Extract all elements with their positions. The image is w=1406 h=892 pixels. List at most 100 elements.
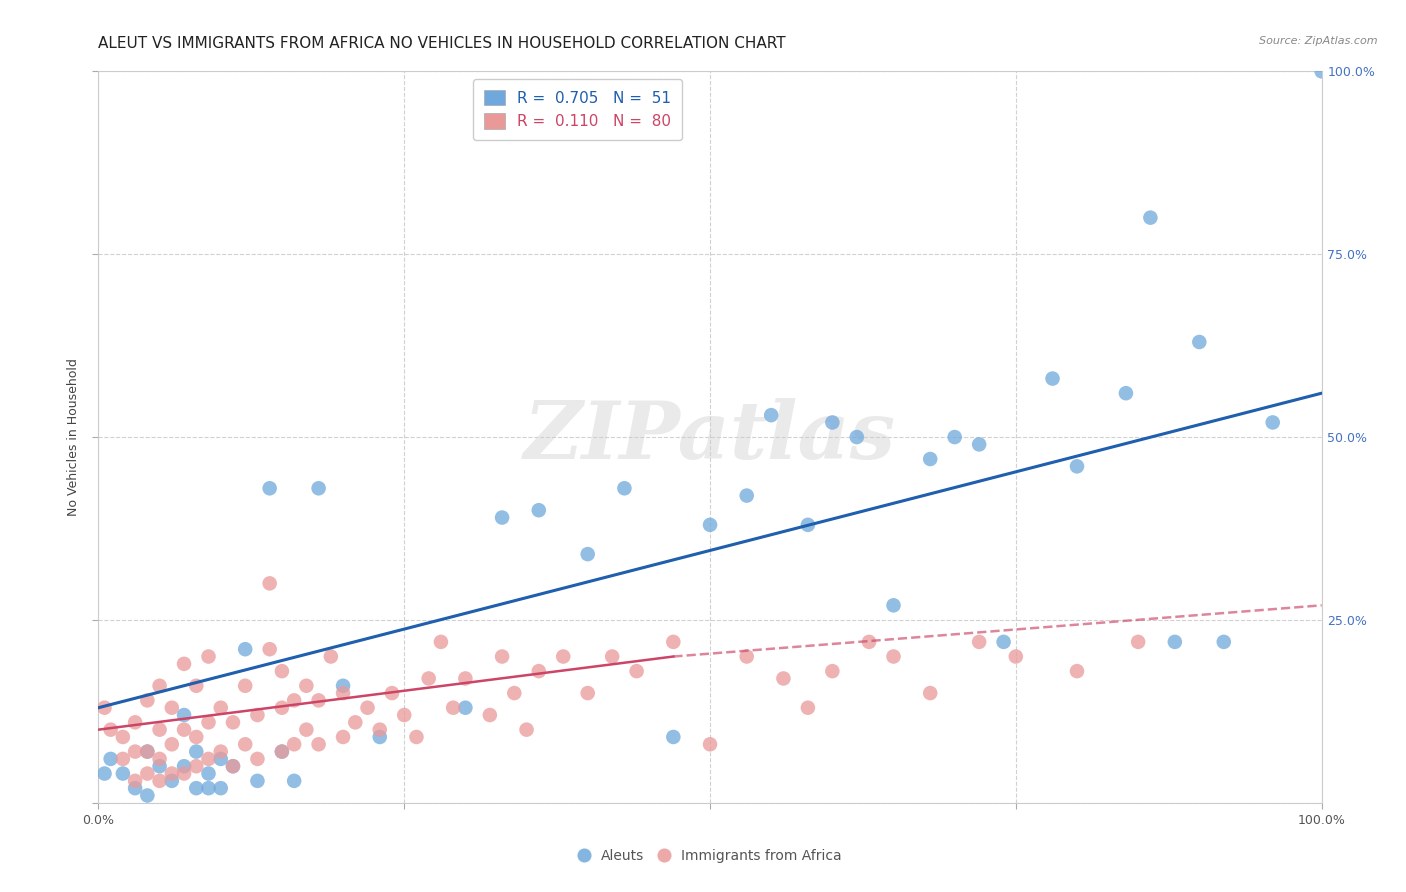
Point bbox=[332, 686, 354, 700]
Point bbox=[209, 700, 232, 714]
Point bbox=[1042, 371, 1064, 385]
Point bbox=[308, 737, 330, 751]
Point bbox=[454, 672, 477, 686]
Point bbox=[93, 700, 115, 714]
Point bbox=[344, 715, 367, 730]
Point bbox=[418, 672, 440, 686]
Point bbox=[1188, 334, 1211, 349]
Text: Source: ZipAtlas.com: Source: ZipAtlas.com bbox=[1260, 36, 1378, 45]
Point bbox=[111, 730, 134, 744]
Point bbox=[270, 745, 294, 759]
Point bbox=[920, 686, 942, 700]
Point bbox=[173, 708, 195, 723]
Point bbox=[1310, 64, 1333, 78]
Point bbox=[381, 686, 404, 700]
Point bbox=[270, 745, 294, 759]
Point bbox=[503, 686, 526, 700]
Point bbox=[797, 517, 820, 532]
Point bbox=[1066, 459, 1088, 474]
Point bbox=[93, 766, 115, 780]
Point bbox=[943, 430, 966, 444]
Point bbox=[160, 737, 183, 751]
Point bbox=[136, 745, 159, 759]
Point bbox=[613, 481, 636, 495]
Point bbox=[149, 723, 172, 737]
Point bbox=[160, 773, 183, 788]
Point bbox=[233, 737, 256, 751]
Point bbox=[197, 649, 219, 664]
Point bbox=[491, 649, 513, 664]
Point bbox=[993, 635, 1015, 649]
Point bbox=[270, 700, 294, 714]
Point bbox=[821, 664, 844, 678]
Point bbox=[270, 664, 294, 678]
Point bbox=[308, 693, 330, 707]
Point bbox=[1004, 649, 1026, 664]
Point bbox=[821, 416, 844, 430]
Point bbox=[283, 737, 305, 751]
Point bbox=[111, 766, 134, 780]
Point bbox=[209, 745, 232, 759]
Point bbox=[576, 547, 599, 561]
Text: ZIPatlas: ZIPatlas bbox=[524, 399, 896, 475]
Point bbox=[149, 773, 172, 788]
Point bbox=[576, 686, 599, 700]
Point bbox=[662, 635, 685, 649]
Point bbox=[136, 745, 159, 759]
Point bbox=[405, 730, 427, 744]
Point bbox=[1212, 635, 1234, 649]
Point bbox=[222, 759, 245, 773]
Point bbox=[111, 752, 134, 766]
Point bbox=[295, 723, 318, 737]
Point bbox=[283, 693, 305, 707]
Point bbox=[160, 766, 183, 780]
Point bbox=[761, 408, 783, 422]
Y-axis label: No Vehicles in Household: No Vehicles in Household bbox=[66, 359, 80, 516]
Point bbox=[124, 773, 146, 788]
Point bbox=[197, 752, 219, 766]
Point bbox=[920, 452, 942, 467]
Point bbox=[392, 708, 416, 723]
Point bbox=[209, 752, 232, 766]
Point bbox=[100, 723, 122, 737]
Point bbox=[124, 715, 146, 730]
Point bbox=[149, 759, 172, 773]
Point bbox=[222, 759, 245, 773]
Point bbox=[259, 642, 281, 657]
Point bbox=[845, 430, 868, 444]
Point bbox=[173, 766, 195, 780]
Point bbox=[1164, 635, 1187, 649]
Point bbox=[699, 517, 721, 532]
Point bbox=[136, 766, 159, 780]
Point bbox=[124, 781, 146, 796]
Point bbox=[160, 700, 183, 714]
Point bbox=[173, 657, 195, 671]
Point bbox=[259, 576, 281, 591]
Point bbox=[430, 635, 453, 649]
Point bbox=[197, 766, 219, 780]
Point bbox=[197, 715, 219, 730]
Point bbox=[797, 700, 820, 714]
Point bbox=[332, 679, 354, 693]
Point bbox=[308, 481, 330, 495]
Text: ALEUT VS IMMIGRANTS FROM AFRICA NO VEHICLES IN HOUSEHOLD CORRELATION CHART: ALEUT VS IMMIGRANTS FROM AFRICA NO VEHIC… bbox=[98, 36, 786, 51]
Point bbox=[186, 679, 208, 693]
Point bbox=[319, 649, 342, 664]
Point bbox=[454, 700, 477, 714]
Point bbox=[149, 679, 172, 693]
Point bbox=[246, 752, 269, 766]
Point bbox=[553, 649, 575, 664]
Point bbox=[186, 781, 208, 796]
Point bbox=[1139, 211, 1161, 225]
Point bbox=[772, 672, 794, 686]
Point bbox=[356, 700, 378, 714]
Point bbox=[967, 635, 990, 649]
Point bbox=[295, 679, 318, 693]
Point bbox=[967, 437, 990, 451]
Point bbox=[600, 649, 623, 664]
Point bbox=[332, 730, 354, 744]
Point bbox=[491, 510, 513, 524]
Point bbox=[1066, 664, 1088, 678]
Point bbox=[735, 489, 758, 503]
Point bbox=[149, 752, 172, 766]
